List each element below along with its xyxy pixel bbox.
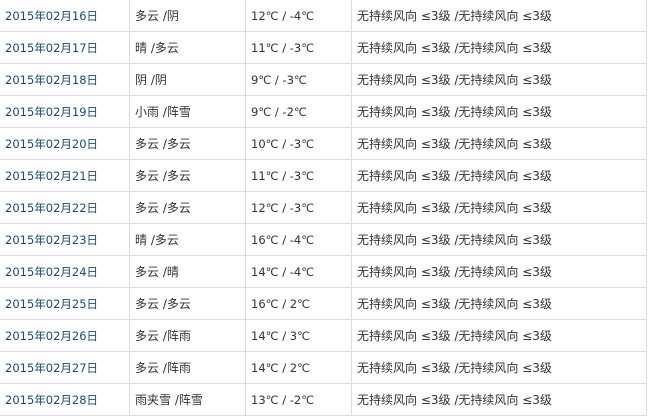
wind-cell: 无持续风向 ≤3级 /无持续风向 ≤3级 bbox=[351, 319, 647, 352]
date-link[interactable]: 2015年02月21日 bbox=[5, 168, 99, 183]
temperature-cell: 12℃ / -4℃ bbox=[245, 0, 352, 32]
wind-cell: 无持续风向 ≤3级 /无持续风向 ≤3级 bbox=[351, 31, 647, 64]
weather-cell: 晴 /多云 bbox=[129, 223, 246, 256]
temperature-cell: 11℃ / -3℃ bbox=[245, 159, 352, 192]
date-cell: 2015年02月25日 bbox=[0, 287, 130, 320]
wind-cell: 无持续风向 ≤3级 /无持续风向 ≤3级 bbox=[351, 127, 647, 160]
weather-cell: 多云 /多云 bbox=[129, 127, 246, 160]
wind-cell: 无持续风向 ≤3级 /无持续风向 ≤3级 bbox=[351, 191, 647, 224]
wind-cell: 无持续风向 ≤3级 /无持续风向 ≤3级 bbox=[351, 63, 647, 96]
date-link[interactable]: 2015年02月24日 bbox=[5, 264, 99, 279]
wind-cell: 无持续风向 ≤3级 /无持续风向 ≤3级 bbox=[351, 0, 647, 32]
table-row: 2015年02月28日 雨夹雪 /阵雪 13℃ / -2℃ 无持续风向 ≤3级 /无持… bbox=[0, 383, 647, 416]
date-cell: 2015年02月16日 bbox=[0, 0, 130, 32]
table-row: 2015年02月27日 多云 /阵雨 14℃ / 2℃ 无持续风向 ≤3级 /无持续风… bbox=[0, 351, 647, 384]
table-row: 2015年02月18日 阴 /阴 9℃ / -3℃ 无持续风向 ≤3级 /无持续风向 … bbox=[0, 63, 647, 96]
wind-cell: 无持续风向 ≤3级 /无持续风向 ≤3级 bbox=[351, 383, 647, 416]
date-cell: 2015年02月20日 bbox=[0, 127, 130, 160]
wind-cell: 无持续风向 ≤3级 /无持续风向 ≤3级 bbox=[351, 351, 647, 384]
table-row: 2015年02月24日 多云 /晴 14℃ / -4℃ 无持续风向 ≤3级 /无持续风… bbox=[0, 255, 647, 288]
table-row: 2015年02月26日 多云 /阵雨 14℃ / 3℃ 无持续风向 ≤3级 /无持续风… bbox=[0, 319, 647, 352]
temperature-cell: 16℃ / 2℃ bbox=[245, 287, 352, 320]
temperature-cell: 12℃ / -3℃ bbox=[245, 191, 352, 224]
date-cell: 2015年02月22日 bbox=[0, 191, 130, 224]
weather-cell: 多云 /阴 bbox=[129, 0, 246, 32]
date-cell: 2015年02月18日 bbox=[0, 63, 130, 96]
weather-cell: 多云 /多云 bbox=[129, 191, 246, 224]
temperature-cell: 14℃ / 2℃ bbox=[245, 351, 352, 384]
table-row: 2015年02月20日 多云 /多云 10℃ / -3℃ 无持续风向 ≤3级 /无持续… bbox=[0, 127, 647, 160]
temperature-cell: 11℃ / -3℃ bbox=[245, 31, 352, 64]
weather-cell: 晴 /多云 bbox=[129, 31, 246, 64]
weather-cell: 多云 /晴 bbox=[129, 255, 246, 288]
date-cell: 2015年02月21日 bbox=[0, 159, 130, 192]
date-link[interactable]: 2015年02月26日 bbox=[5, 328, 99, 343]
wind-cell: 无持续风向 ≤3级 /无持续风向 ≤3级 bbox=[351, 95, 647, 128]
wind-cell: 无持续风向 ≤3级 /无持续风向 ≤3级 bbox=[351, 223, 647, 256]
date-link[interactable]: 2015年02月20日 bbox=[5, 136, 99, 151]
date-link[interactable]: 2015年02月22日 bbox=[5, 200, 99, 215]
date-link[interactable]: 2015年02月18日 bbox=[5, 72, 99, 87]
table-row: 2015年02月25日 多云 /多云 16℃ / 2℃ 无持续风向 ≤3级 /无持续风… bbox=[0, 287, 647, 320]
date-link[interactable]: 2015年02月25日 bbox=[5, 296, 99, 311]
table-row: 2015年02月22日 多云 /多云 12℃ / -3℃ 无持续风向 ≤3级 /无持续… bbox=[0, 191, 647, 224]
wind-cell: 无持续风向 ≤3级 /无持续风向 ≤3级 bbox=[351, 159, 647, 192]
date-link[interactable]: 2015年02月16日 bbox=[5, 8, 99, 23]
wind-cell: 无持续风向 ≤3级 /无持续风向 ≤3级 bbox=[351, 287, 647, 320]
weather-cell: 多云 /多云 bbox=[129, 159, 246, 192]
date-link[interactable]: 2015年02月17日 bbox=[5, 40, 99, 55]
date-cell: 2015年02月24日 bbox=[0, 255, 130, 288]
date-link[interactable]: 2015年02月19日 bbox=[5, 104, 99, 119]
date-cell: 2015年02月26日 bbox=[0, 319, 130, 352]
wind-cell: 无持续风向 ≤3级 /无持续风向 ≤3级 bbox=[351, 255, 647, 288]
date-link[interactable]: 2015年02月23日 bbox=[5, 232, 99, 247]
temperature-cell: 14℃ / 3℃ bbox=[245, 319, 352, 352]
date-link[interactable]: 2015年02月28日 bbox=[5, 392, 99, 407]
temperature-cell: 9℃ / -3℃ bbox=[245, 63, 352, 96]
table-row: 2015年02月19日 小雨 /阵雪 9℃ / -2℃ 无持续风向 ≤3级 /无持续风… bbox=[0, 95, 647, 128]
date-cell: 2015年02月28日 bbox=[0, 383, 130, 416]
weather-cell: 雨夹雪 /阵雪 bbox=[129, 383, 246, 416]
date-cell: 2015年02月19日 bbox=[0, 95, 130, 128]
weather-cell: 小雨 /阵雪 bbox=[129, 95, 246, 128]
temperature-cell: 10℃ / -3℃ bbox=[245, 127, 352, 160]
date-cell: 2015年02月23日 bbox=[0, 223, 130, 256]
table-row: 2015年02月23日 晴 /多云 16℃ / -4℃ 无持续风向 ≤3级 /无持续风… bbox=[0, 223, 647, 256]
temperature-cell: 14℃ / -4℃ bbox=[245, 255, 352, 288]
table-row: 2015年02月17日 晴 /多云 11℃ / -3℃ 无持续风向 ≤3级 /无持续风… bbox=[0, 31, 647, 64]
date-cell: 2015年02月17日 bbox=[0, 31, 130, 64]
date-cell: 2015年02月27日 bbox=[0, 351, 130, 384]
weather-cell: 多云 /阵雨 bbox=[129, 351, 246, 384]
table-row: 2015年02月16日 多云 /阴 12℃ / -4℃ 无持续风向 ≤3级 /无持续风… bbox=[0, 0, 647, 32]
weather-cell: 多云 /多云 bbox=[129, 287, 246, 320]
weather-cell: 多云 /阵雨 bbox=[129, 319, 246, 352]
temperature-cell: 9℃ / -2℃ bbox=[245, 95, 352, 128]
table-row: 2015年02月21日 多云 /多云 11℃ / -3℃ 无持续风向 ≤3级 /无持续… bbox=[0, 159, 647, 192]
date-link[interactable]: 2015年02月27日 bbox=[5, 360, 99, 375]
weather-cell: 阴 /阴 bbox=[129, 63, 246, 96]
temperature-cell: 16℃ / -4℃ bbox=[245, 223, 352, 256]
temperature-cell: 13℃ / -2℃ bbox=[245, 383, 352, 416]
